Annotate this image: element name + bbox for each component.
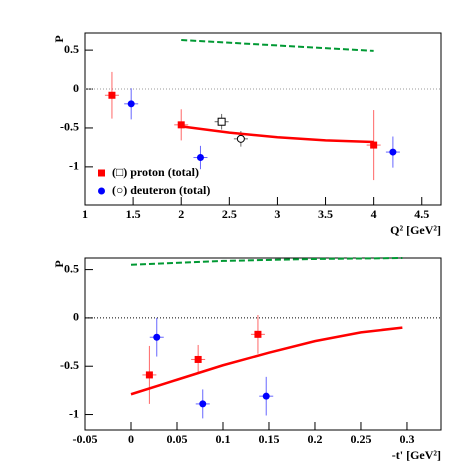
marker bbox=[217, 117, 226, 126]
x-tick-label: 1 bbox=[82, 207, 88, 221]
x-axis-label: Q² [GeV²] bbox=[390, 223, 441, 237]
marker bbox=[370, 141, 378, 149]
legend-marker bbox=[98, 187, 105, 195]
y-tick-label: -0.5 bbox=[60, 120, 79, 134]
x-tick-label: 0.15 bbox=[258, 432, 279, 446]
plot-frame bbox=[84, 32, 442, 206]
legend-marker bbox=[98, 169, 105, 177]
x-tick-label: 3.5 bbox=[318, 207, 333, 221]
marker bbox=[108, 91, 116, 99]
curve bbox=[130, 326, 403, 396]
marker bbox=[389, 148, 397, 156]
legend-label: (□) proton (total) bbox=[112, 165, 199, 179]
marker bbox=[177, 121, 185, 129]
marker bbox=[199, 400, 207, 408]
x-tick-label: 0.05 bbox=[166, 432, 187, 446]
x-tick-label: 0.3 bbox=[399, 432, 414, 446]
x-tick-label: 0.25 bbox=[350, 432, 371, 446]
x-tick-label: 2.5 bbox=[222, 207, 237, 221]
y-tick-label: -1 bbox=[69, 159, 79, 173]
plot-frame bbox=[84, 257, 442, 431]
curve bbox=[181, 125, 374, 144]
marker bbox=[153, 333, 161, 341]
x-tick-label: 2 bbox=[178, 207, 184, 221]
legend-label: (○) deuteron (total) bbox=[112, 183, 210, 197]
marker bbox=[127, 100, 135, 108]
y-tick-label: 0.5 bbox=[64, 42, 79, 56]
marker bbox=[236, 134, 245, 143]
x-tick-label: 4.5 bbox=[414, 207, 429, 221]
y-tick-label: 0.5 bbox=[64, 261, 79, 275]
y-tick-label: 0 bbox=[73, 81, 79, 95]
x-tick-label: 3 bbox=[274, 207, 280, 221]
marker bbox=[254, 330, 262, 338]
x-tick-label: -0.05 bbox=[73, 432, 98, 446]
x-tick-label: 0.1 bbox=[215, 432, 230, 446]
curve bbox=[130, 257, 403, 266]
marker bbox=[194, 355, 202, 363]
x-tick-label: 0.2 bbox=[307, 432, 322, 446]
x-axis-label: -t' [GeV²] bbox=[392, 448, 441, 462]
marker bbox=[145, 371, 153, 379]
marker bbox=[196, 154, 204, 162]
y-tick-label: -1 bbox=[69, 406, 79, 420]
curve bbox=[181, 39, 374, 52]
y-tick-label: -0.5 bbox=[60, 358, 79, 372]
x-tick-label: 4 bbox=[371, 207, 377, 221]
x-tick-label: 1.5 bbox=[126, 207, 141, 221]
x-tick-label: 0 bbox=[128, 432, 134, 446]
marker bbox=[262, 392, 270, 400]
y-tick-label: 0 bbox=[73, 310, 79, 324]
y-axis-label: P bbox=[52, 35, 66, 42]
y-axis-label: P bbox=[52, 260, 66, 267]
